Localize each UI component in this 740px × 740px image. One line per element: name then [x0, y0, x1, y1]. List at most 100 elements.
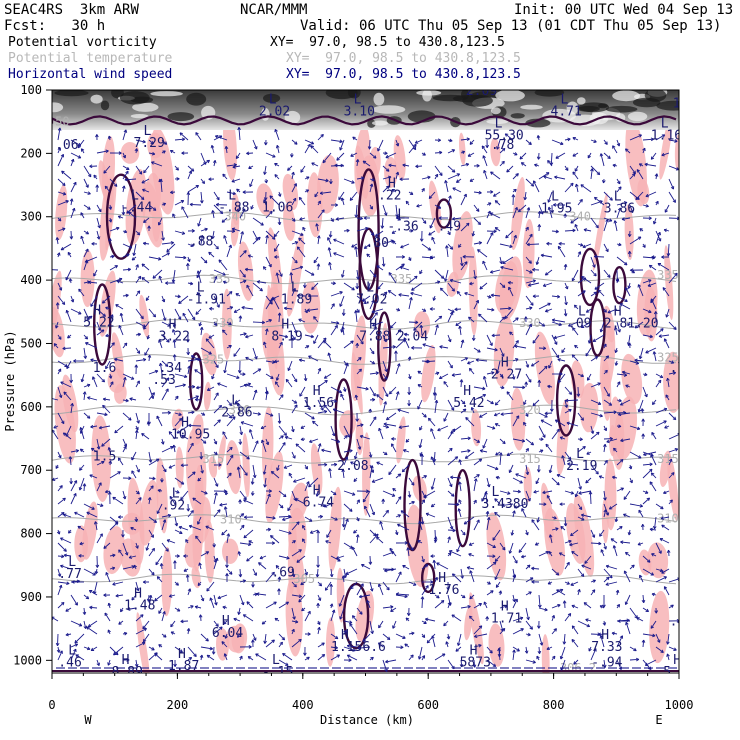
wind-arrow-head — [334, 325, 338, 329]
wind-arrow-head — [118, 549, 122, 553]
wind-arrow — [585, 347, 592, 357]
wind-arrow — [378, 620, 384, 629]
wind-arrow-head — [105, 365, 109, 370]
wind-arrow — [161, 377, 170, 388]
wind-arrow-head — [102, 404, 106, 409]
wind-arrow — [312, 420, 319, 427]
wind-arrow — [252, 464, 256, 478]
wind-arrow — [168, 431, 176, 440]
wind-arrow-head — [467, 449, 471, 453]
wind-arrow — [639, 574, 644, 583]
wind-arrow-head — [158, 362, 163, 367]
wind-arrow-head — [242, 372, 246, 377]
wind-arrow — [213, 243, 219, 250]
wind-arrow — [572, 137, 579, 141]
pv-shade-blob — [636, 269, 658, 337]
wind-arrow-head — [381, 263, 386, 267]
wind-arrow-head — [240, 601, 245, 606]
wind-arrow — [362, 490, 371, 503]
wind-arrow — [57, 602, 65, 609]
wind-arrow-head — [623, 570, 628, 574]
wind-arrow-head — [563, 213, 568, 217]
wind-arrow-head — [160, 479, 164, 483]
wind-arrow-head — [143, 627, 147, 632]
wind-arrow-head — [456, 502, 460, 507]
wind-arrow-head — [57, 127, 62, 131]
wind-arrow — [483, 601, 488, 609]
wind-arrow-head — [473, 275, 477, 280]
wind-arrow — [356, 534, 359, 544]
wind-arrow-head — [490, 232, 494, 236]
wind-arrow-head — [451, 149, 456, 153]
wind-arrow-head — [198, 322, 202, 327]
wind-arrow-head — [625, 384, 629, 388]
wind-arrow-head — [623, 513, 627, 517]
wind-arrow-head — [637, 236, 642, 240]
wind-arrow — [506, 451, 514, 456]
wind-arrow-head — [555, 229, 559, 234]
wind-arrow-head — [89, 605, 93, 610]
wind-arrow — [272, 297, 280, 310]
wind-arrow — [57, 295, 66, 305]
wind-arrow — [421, 176, 431, 180]
wind-arrow — [664, 338, 670, 349]
wind-arrow — [408, 654, 414, 661]
wind-arrow — [485, 491, 488, 505]
wind-arrow-head — [78, 487, 83, 491]
wind-arrow-head — [237, 127, 241, 131]
wind-arrow — [619, 303, 631, 310]
wind-arrow — [395, 363, 400, 375]
wind-arrow — [252, 389, 257, 401]
wind-arrow-head — [566, 561, 570, 566]
wind-arrow-head — [633, 647, 637, 652]
wind-arrow-head — [319, 514, 323, 519]
wind-arrow — [486, 425, 496, 430]
wind-arrow-head — [134, 518, 139, 522]
wind-arrow — [57, 568, 61, 577]
wind-arrow-head — [143, 326, 147, 330]
wind-arrow — [545, 308, 553, 313]
wind-arrow-head — [159, 179, 163, 183]
wind-arrow — [343, 449, 353, 453]
wind-arrow — [343, 340, 354, 349]
wind-arrow-head — [547, 206, 552, 211]
wind-arrow-head — [317, 626, 321, 631]
wind-arrow-head — [141, 180, 145, 184]
wind-arrow-head — [648, 216, 652, 221]
wind-arrow — [496, 360, 501, 374]
wind-arrow-head — [594, 356, 599, 360]
wind-arrow — [103, 398, 111, 401]
wind-arrow-head — [98, 208, 102, 213]
wind-arrow — [395, 329, 402, 336]
theta-label: 310 — [657, 511, 679, 525]
wind-arrow — [245, 356, 254, 362]
wind-arrow — [148, 646, 155, 651]
wind-arrow-head — [259, 287, 263, 292]
wind-arrow — [531, 360, 540, 367]
wind-arrow-head — [156, 415, 160, 420]
wind-arrow-head — [65, 276, 69, 281]
wind-arrow-head — [77, 525, 81, 530]
wind-arrow-head — [413, 143, 417, 148]
wind-arrow — [378, 642, 384, 648]
wind-arrow — [616, 373, 627, 376]
wind-arrow-head — [170, 623, 174, 628]
wind-arrow-head — [135, 264, 139, 268]
wind-arrow — [551, 139, 564, 145]
wind-arrow-head — [116, 226, 120, 231]
wind-arrow-head — [506, 169, 510, 173]
extremum-value: .46 — [58, 656, 81, 671]
wind-arrow-head — [284, 334, 289, 339]
wind-arrow-head — [79, 448, 84, 452]
wind-arrow-head — [372, 323, 376, 327]
wind-arrow-head — [491, 371, 495, 375]
wind-arrow-head — [603, 509, 608, 513]
wind-arrow-head — [421, 188, 425, 192]
wind-arrow-head — [454, 307, 458, 312]
wind-arrow-head — [641, 639, 646, 643]
wind-arrow — [551, 527, 559, 531]
wind-arrow-head — [282, 517, 286, 521]
wind-arrow-head — [405, 439, 410, 443]
wind-arrow-head — [460, 262, 464, 267]
